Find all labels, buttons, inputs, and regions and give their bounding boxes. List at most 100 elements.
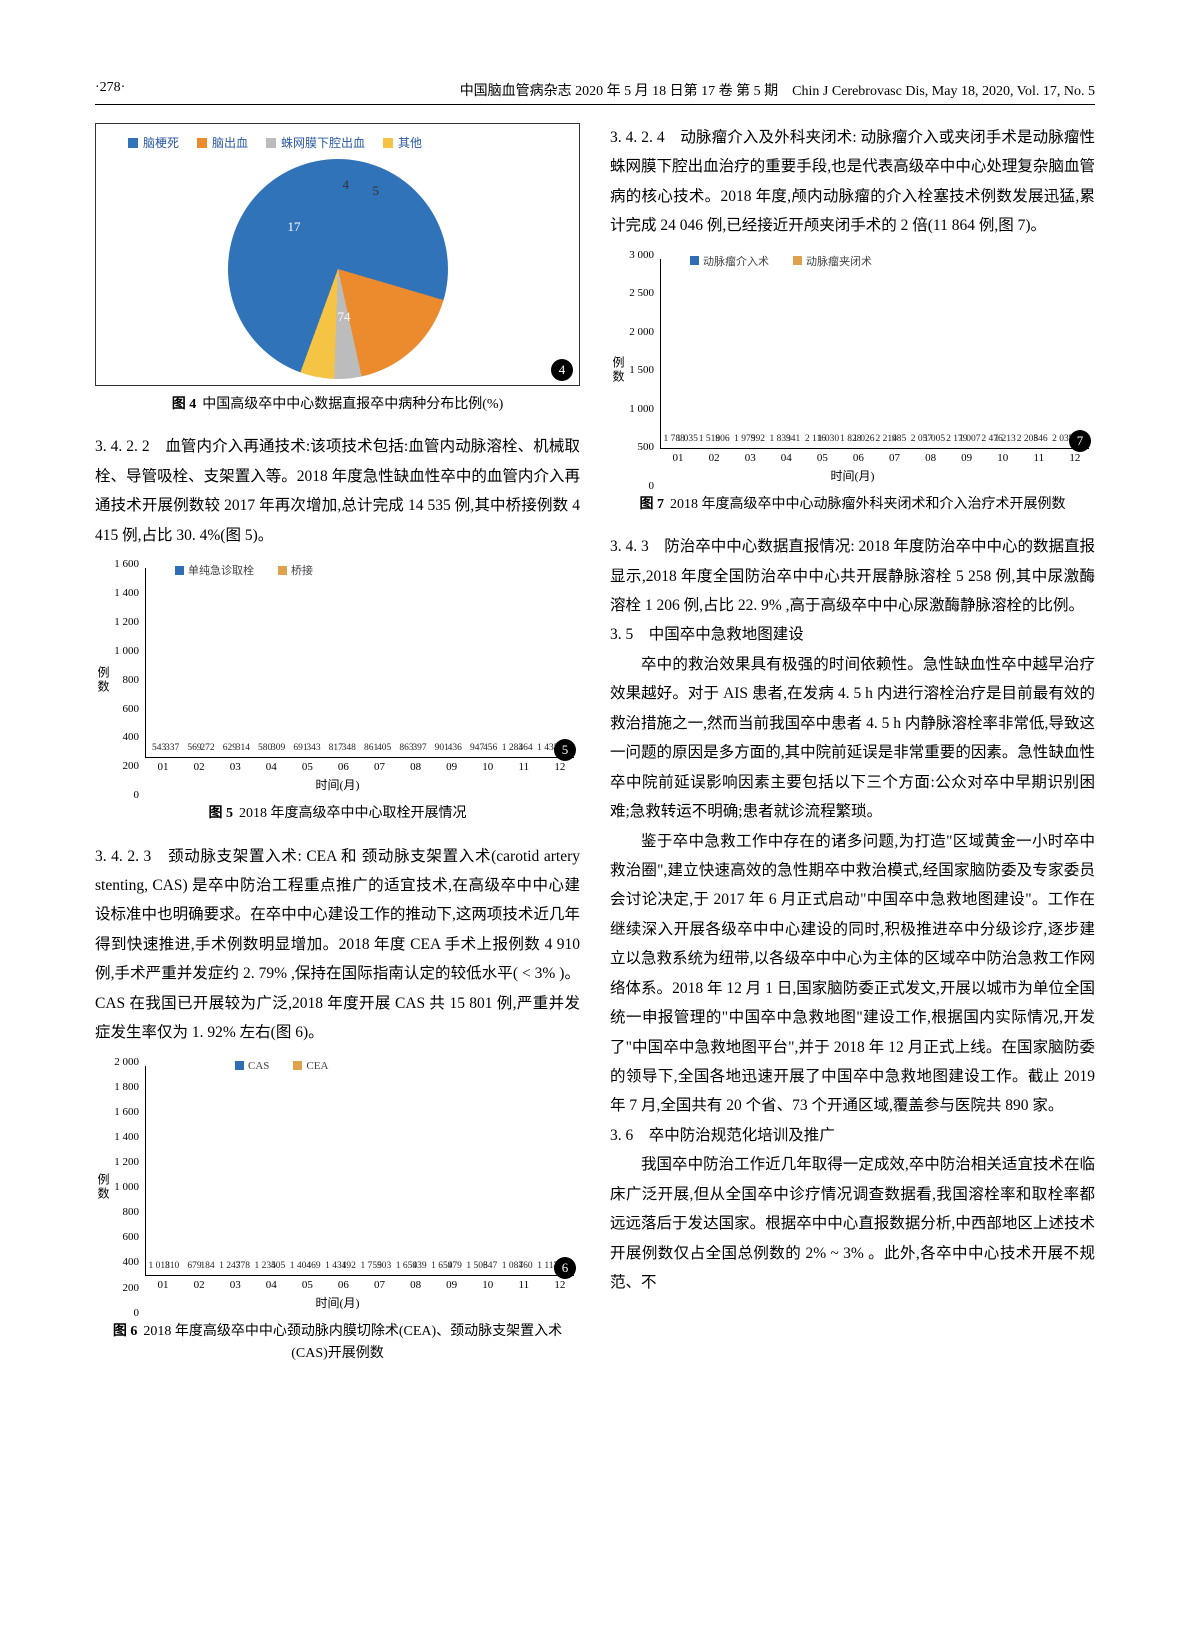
ytick-label: 2 000 [114, 1056, 139, 1068]
page-number: ·278· [95, 80, 125, 100]
journal-title: 中国脑血管病杂志 2020 年 5 月 18 日第 17 卷 第 5 期 Chi… [460, 80, 1095, 100]
xtick-label: 04 [253, 758, 289, 773]
xtick-label: 02 [181, 758, 217, 773]
bar-value-label: 479 [448, 1261, 462, 1271]
xtick-label: 06 [840, 449, 876, 464]
section-3-6-head: 3. 6 卒中防治规范化培训及推广 [610, 1121, 1095, 1150]
bar-value-label: 941 [786, 434, 800, 444]
ytick-label: 1 400 [114, 587, 139, 599]
chart5-xticks: 010203040506070809101112 [145, 758, 578, 773]
chart7-xlabel: 时间(月) [612, 467, 1093, 484]
chart6-bars: 1 0183106791841 2473781 2354051 4044691 … [145, 1066, 574, 1276]
pie-legend-item: 其他 [383, 134, 422, 151]
bar-value-label: 347 [483, 1261, 497, 1271]
figure-badge-6: 6 [554, 1257, 576, 1279]
pie-chart: 741745 [228, 159, 448, 379]
figure-7-caption: 图 72018 年度高级卒中中心动脉瘤外科夹闭术和介入治疗术开展例数 [610, 494, 1095, 516]
xtick-label: 03 [732, 449, 768, 464]
bar-value-label: 309 [271, 743, 285, 753]
xtick-label: 11 [506, 1276, 542, 1291]
xtick-label: 05 [289, 758, 325, 773]
ytick-label: 1 800 [114, 1081, 139, 1093]
bar-value-label: 469 [306, 1261, 320, 1271]
chart5-yticks: 02004006008001 0001 2001 4001 600 [103, 564, 141, 795]
xtick-label: 11 [506, 758, 542, 773]
chart7-xticks: 010203040506070809101112 [660, 449, 1093, 464]
chart6-xticks: 010203040506070809101112 [145, 1276, 578, 1291]
figure-badge-7: 7 [1069, 430, 1091, 452]
xtick-label: 10 [470, 1276, 506, 1291]
paragraph-3-4-2-4: 3. 4. 2. 4 动脉瘤介入及外科夹闭术: 动脉瘤介入或夹闭手术是动脉瘤性蛛… [610, 123, 1095, 241]
chart6-xlabel: 时间(月) [97, 1294, 578, 1311]
bar-value-label: 492 [342, 1261, 356, 1271]
xtick-label: 01 [660, 449, 696, 464]
xtick-label: 09 [434, 1276, 470, 1291]
ytick-label: 500 [638, 441, 655, 453]
bar-value-label: 397 [412, 743, 426, 753]
ytick-label: 400 [123, 1256, 140, 1268]
xtick-label: 06 [325, 758, 361, 773]
ytick-label: 0 [134, 789, 140, 801]
xtick-label: 07 [361, 1276, 397, 1291]
xtick-label: 03 [217, 758, 253, 773]
ytick-label: 800 [123, 1206, 140, 1218]
figure-6: CASCEA 例数 02004006008001 0001 2001 4001 … [95, 1062, 580, 1313]
pie-legend-item: 蛛网膜下腔出血 [266, 134, 365, 151]
bar-value-label: 1 030 [818, 434, 839, 444]
section-3-6-p1: 我国卒中防治工作近几年取得一定成效,卒中防治相关适宜技术在临床广泛开展,但从全国… [610, 1150, 1095, 1297]
pie-legend-item: 脑出血 [197, 134, 248, 151]
bar-value-label: 1 026 [853, 434, 874, 444]
ytick-label: 3 000 [629, 249, 654, 261]
section-3-5-p1: 卒中的救治效果具有极强的时间依赖性。急性缺血性卒中越早治疗效果越好。对于 AIS… [610, 650, 1095, 827]
ytick-label: 1 500 [629, 364, 654, 376]
ytick-label: 800 [123, 674, 140, 686]
bar-value-label: 337 [165, 743, 179, 753]
bar-value-label: 992 [751, 434, 765, 444]
bar-value-label: 310 [165, 1261, 179, 1271]
ytick-label: 1 200 [114, 1156, 139, 1168]
ytick-label: 200 [123, 760, 140, 772]
bar-value-label: 1 035 [676, 434, 697, 444]
bar-value-label: 184 [200, 1261, 214, 1271]
bar-value-label: 348 [342, 743, 356, 753]
pie-slice-label: 5 [373, 183, 380, 199]
bar-value-label: 364 [518, 743, 532, 753]
pie-legend: 脑梗死 脑出血 蛛网膜下腔出血 其他 [128, 134, 573, 151]
xtick-label: 07 [876, 449, 912, 464]
pie-slice-label: 17 [288, 219, 301, 235]
xtick-label: 03 [217, 1276, 253, 1291]
bar-value-label: 985 [892, 434, 906, 444]
pie-slice-label: 4 [343, 177, 350, 193]
section-3-5-head: 3. 5 中国卒中急救地图建设 [610, 620, 1095, 649]
ytick-label: 2 000 [629, 326, 654, 338]
xtick-label: 10 [985, 449, 1021, 464]
page-header: ·278· 中国脑血管病杂志 2020 年 5 月 18 日第 17 卷 第 5… [95, 80, 1095, 105]
bar-value-label: 378 [236, 1261, 250, 1271]
bar-value-label: 456 [483, 743, 497, 753]
figure-7: 动脉瘤介入术动脉瘤夹闭术 例数 05001 0001 5002 0002 500… [610, 255, 1095, 486]
figure-badge-5: 5 [554, 739, 576, 761]
bar-value-label: 436 [448, 743, 462, 753]
bar-value-label: 1 213 [994, 434, 1015, 444]
figure-4: 脑梗死脑出血蛛网膜下腔出血其他 741745 4 [95, 123, 580, 386]
pie-legend-item: 脑梗死 [128, 134, 179, 151]
bar-value-label: 503 [377, 1261, 391, 1271]
xtick-label: 04 [768, 449, 804, 464]
bar-value-label: 1 007 [959, 434, 980, 444]
bar-value-label: 846 [1033, 434, 1047, 444]
xtick-label: 08 [913, 449, 949, 464]
bar-value-label: 314 [236, 743, 250, 753]
xtick-label: 10 [470, 758, 506, 773]
bar-value-label: 405 [377, 743, 391, 753]
xtick-label: 02 [181, 1276, 217, 1291]
chart7-yticks: 05001 0001 5002 0002 5003 000 [618, 255, 656, 486]
ytick-label: 2 500 [629, 287, 654, 299]
figure-4-caption: 图 4中国高级卒中中心数据直报卒中病种分布比例(%) [95, 394, 580, 416]
chart5-bars: 5433375692726293145803096913438173488614… [145, 568, 574, 758]
ytick-label: 400 [123, 731, 140, 743]
xtick-label: 05 [289, 1276, 325, 1291]
figure-badge-4: 4 [551, 359, 573, 381]
figure-6-caption: 图 62018 年度高级卒中中心颈动脉内膜切除术(CEA)、颈动脉支架置入术(C… [95, 1321, 580, 1366]
paragraph-3-4-2-3: 3. 4. 2. 3 颈动脉支架置入术: CEA 和 颈动脉支架置入术(caro… [95, 842, 580, 1048]
chart5-xlabel: 时间(月) [97, 776, 578, 793]
